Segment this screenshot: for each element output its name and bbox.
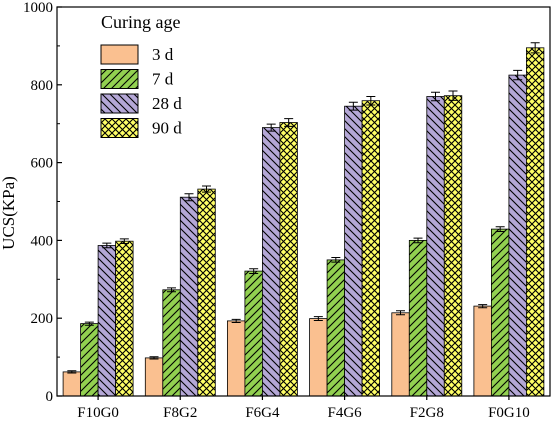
bar-F4G6-90d: [361, 100, 381, 397]
error-bar-F6G4-3d: [231, 318, 241, 323]
error-bar-F0G10-3d: [478, 304, 488, 309]
y-tick-label: 200: [31, 311, 54, 327]
x-tick-label: F2G8: [410, 405, 444, 421]
error-bar-F0G10-28d: [513, 69, 523, 81]
y-tick-label: 800: [31, 78, 54, 94]
bar-F2G8-3d: [391, 312, 410, 397]
error-bar-F4G6-3d: [313, 316, 323, 322]
legend-swatch-90d: [100, 118, 139, 138]
x-tick-label: F10G0: [77, 405, 119, 421]
y-axis-label: UCS(KPa): [0, 176, 18, 250]
bar-F4G6-28d: [344, 105, 363, 397]
bar-F6G4-90d: [279, 122, 298, 397]
bar-F0G10-90d: [526, 47, 545, 397]
error-bar-F2G8-28d: [431, 91, 440, 102]
legend-swatch-28d: [100, 93, 139, 114]
error-bar-F8G2-28d: [184, 193, 194, 202]
bar-F6G4-3d: [226, 320, 246, 397]
error-bar-F2G8-7d: [413, 237, 423, 244]
bar-F10G0-3d: [62, 371, 81, 397]
bar-F8G2-7d: [162, 289, 181, 397]
y-tick-label: 600: [31, 156, 54, 172]
legend-label-28d: 28 d: [152, 94, 182, 113]
legend-label-7d: 7 d: [152, 70, 174, 89]
axes-layer: 0 200 400 600 800 1000 F10G0 F8G2 F6G4 F4G6 F2G8 F0…: [23, 0, 551, 421]
error-bar-F2G8-3d: [396, 310, 405, 316]
bar-F10G0-28d: [97, 245, 116, 397]
bar-F6G4-28d: [261, 127, 281, 397]
x-tick-label: F4G6: [327, 405, 362, 421]
bar-F6G4-7d: [244, 270, 263, 397]
bar-F4G6-7d: [326, 259, 346, 397]
bar-F0G10-28d: [508, 74, 527, 397]
bar-F8G2-90d: [197, 188, 216, 397]
y-tick-label: 0: [46, 389, 54, 405]
bar-F10G0-7d: [80, 323, 99, 397]
error-bar-F6G4-28d: [266, 123, 276, 132]
bar-F8G2-3d: [144, 357, 164, 397]
error-bar-F6G4-7d: [249, 268, 259, 274]
x-tick-label: F0G10: [488, 405, 530, 421]
error-bar-F0G10-7d: [495, 226, 505, 232]
error-bar-F0G10-90d: [530, 42, 540, 54]
error-bar-F8G2-90d: [202, 185, 211, 193]
x-tick-label: F8G2: [163, 405, 197, 421]
error-bar-F10G0-7d: [84, 321, 94, 326]
bar-F2G8-90d: [443, 95, 463, 397]
legend-swatch-7d: [100, 69, 139, 89]
bar-F10G0-90d: [115, 240, 134, 397]
error-bar-F10G0-3d: [67, 370, 77, 374]
legend-label-3d: 3 d: [152, 45, 174, 64]
legend-title: Curing age: [101, 12, 180, 32]
error-bar-F4G6-28d: [348, 101, 358, 111]
error-bar-F4G6-90d: [366, 95, 376, 106]
legend-swatch-3d: [100, 44, 139, 65]
bar-F2G8-7d: [408, 239, 428, 397]
x-tick-label: F6G4: [245, 405, 280, 421]
bar-F2G8-28d: [426, 96, 445, 397]
error-bar-F4G6-7d: [331, 257, 341, 263]
bar-F0G10-7d: [490, 228, 510, 397]
error-bar-F8G2-3d: [149, 356, 159, 360]
error-bar-F6G4-90d: [284, 118, 294, 127]
bar-F4G6-3d: [309, 318, 328, 397]
bar-F0G10-3d: [473, 305, 492, 397]
legend: Curing age 3 d 7 d 28 d 90 d: [100, 12, 182, 138]
error-bar-F2G8-90d: [448, 90, 458, 101]
bars-layer: [62, 42, 545, 397]
y-tick-label: 1000: [23, 0, 53, 16]
error-bar-F10G0-28d: [102, 242, 112, 249]
legend-label-90d: 90 d: [152, 119, 182, 138]
bar-F8G2-28d: [179, 196, 199, 397]
error-bar-F8G2-7d: [167, 287, 176, 293]
y-tick-label: 400: [31, 233, 54, 249]
error-bar-F10G0-90d: [119, 238, 129, 245]
